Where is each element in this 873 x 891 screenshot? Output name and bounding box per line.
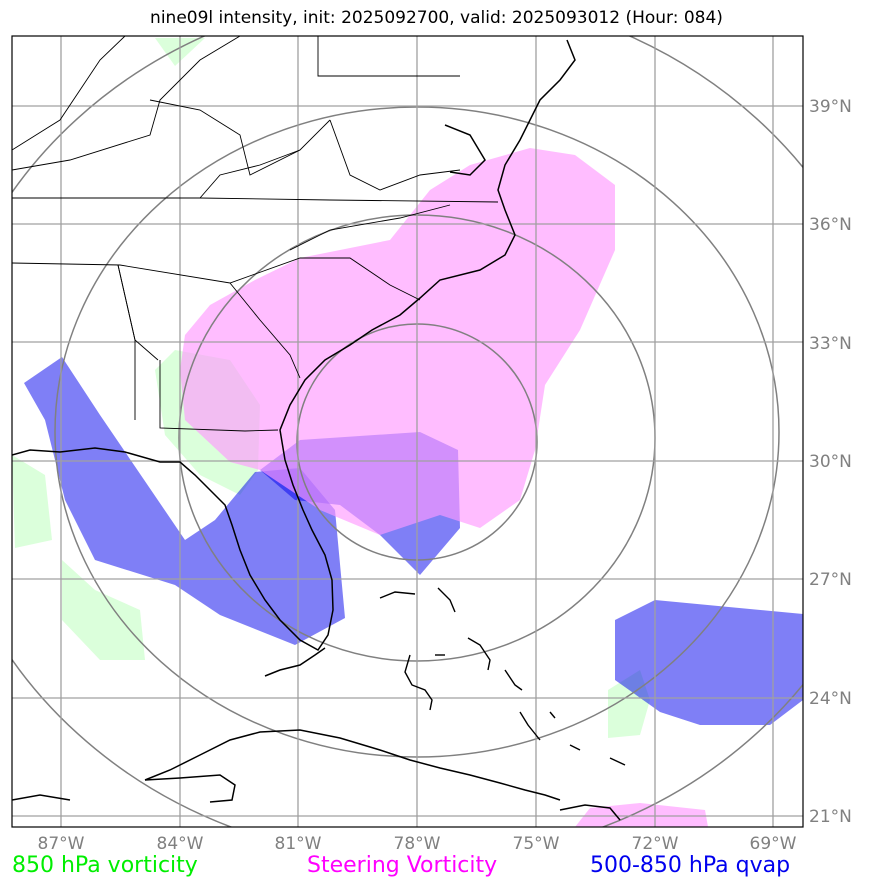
lon-label-78: 78°W [394, 834, 441, 854]
legend-vorticity: 850 hPa vorticity [12, 853, 198, 878]
lon-label-75: 75°W [513, 834, 560, 854]
lat-label-21: 21°N [809, 807, 852, 827]
map-layers [12, 36, 803, 827]
lat-label-33: 33°N [809, 334, 852, 354]
coastlines [12, 39, 621, 821]
map-frame [11, 35, 804, 828]
lon-label-84: 84°W [157, 834, 204, 854]
lon-label-72: 72°W [632, 834, 679, 854]
lon-label-81: 81°W [275, 834, 322, 854]
legend-steering-vorticity: Steering Vorticity [307, 853, 498, 878]
lon-label-87: 87°W [38, 834, 85, 854]
graticule [12, 36, 803, 827]
latitude-labels: 39°N 36°N 33°N 30°N 27°N 24°N 21°N [809, 97, 852, 827]
lon-label-69: 69°W [750, 834, 797, 854]
lat-label-36: 36°N [809, 215, 852, 235]
lat-label-27: 27°N [809, 570, 852, 590]
lat-label-24: 24°N [809, 689, 852, 709]
longitude-labels: 87°W 84°W 81°W 78°W 75°W 72°W 69°W [38, 834, 797, 854]
lat-label-30: 30°N [809, 452, 852, 472]
lat-label-39: 39°N [809, 97, 852, 117]
map-title: nine09l intensity, init: 2025092700, val… [150, 8, 723, 28]
bahamas [379, 587, 626, 766]
state-borders [12, 36, 499, 432]
legend-qvap: 500-850 hPa qvap [590, 853, 791, 878]
